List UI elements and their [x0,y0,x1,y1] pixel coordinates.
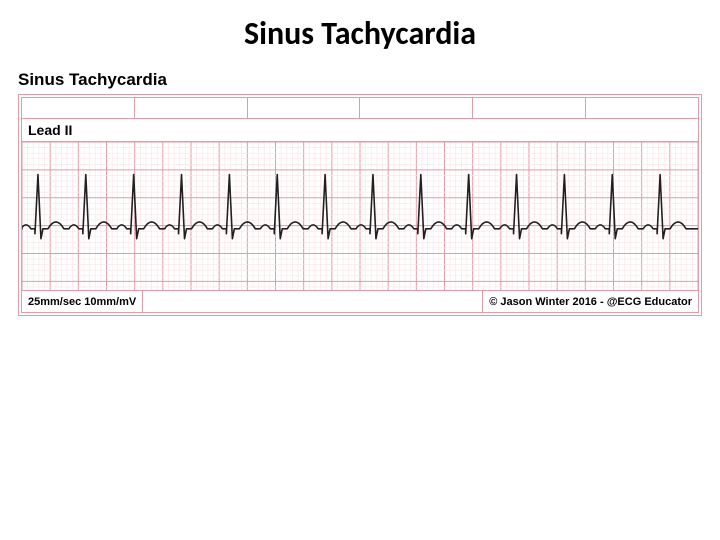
header-cell [586,98,698,118]
footer-row: 25mm/sec 10mm/mV © Jason Winter 2016 - @… [21,291,699,313]
strip-frame: Lead II 25mm/sec 10mm/mV © Jason Winter … [18,94,702,316]
header-row [21,97,699,119]
footer-credit: © Jason Winter 2016 - @ECG Educator [482,291,698,312]
lead-label: Lead II [21,119,699,141]
footer-spacer [143,291,482,312]
header-cell [22,98,135,118]
footer-calibration: 25mm/sec 10mm/mV [22,291,143,312]
header-cell [135,98,248,118]
slide-title: Sinus Tachycardia [0,14,720,53]
ecg-waveform [22,142,698,290]
ecg-strip: Sinus Tachycardia Lead II 25mm/sec 10mm/… [18,70,702,316]
ecg-chart [21,141,699,291]
header-cell [360,98,473,118]
header-cell [248,98,361,118]
strip-title: Sinus Tachycardia [18,70,702,90]
header-cell [473,98,586,118]
